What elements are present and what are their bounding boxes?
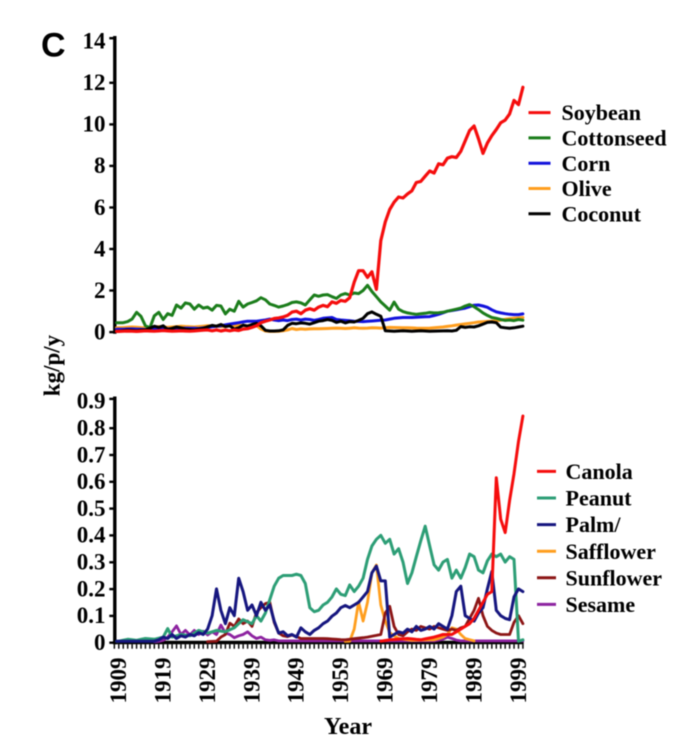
svg-text:Safflower: Safflower [566, 539, 657, 564]
svg-text:0.5: 0.5 [77, 496, 106, 521]
svg-text:0.6: 0.6 [77, 469, 106, 494]
svg-text:Corn: Corn [562, 151, 611, 176]
svg-text:6: 6 [94, 195, 106, 220]
svg-text:C: C [41, 27, 66, 65]
svg-text:Coconut: Coconut [562, 201, 642, 226]
svg-text:0.1: 0.1 [77, 603, 106, 628]
svg-text:1919: 1919 [151, 658, 176, 704]
svg-text:10: 10 [83, 112, 106, 137]
svg-text:1979: 1979 [417, 658, 442, 704]
svg-text:8: 8 [94, 153, 106, 178]
svg-text:Palm/: Palm/ [566, 512, 622, 537]
svg-text:Peanut: Peanut [566, 486, 633, 511]
svg-text:0: 0 [94, 630, 106, 655]
svg-text:1929: 1929 [195, 658, 220, 704]
svg-text:0.2: 0.2 [77, 576, 106, 601]
svg-text:0.3: 0.3 [77, 550, 106, 575]
svg-text:0.9: 0.9 [77, 389, 106, 414]
svg-text:Cottonseed: Cottonseed [562, 126, 667, 151]
svg-text:Canola: Canola [566, 459, 633, 484]
svg-text:1949: 1949 [284, 658, 309, 704]
svg-text:Soybean: Soybean [562, 100, 641, 125]
svg-text:1989: 1989 [461, 658, 486, 704]
svg-text:Sunflower: Sunflower [566, 565, 663, 590]
svg-text:kg/p/y: kg/p/y [40, 334, 65, 396]
svg-text:0.8: 0.8 [77, 416, 106, 441]
svg-text:1959: 1959 [328, 658, 353, 704]
svg-text:1909: 1909 [106, 658, 131, 704]
svg-text:0.7: 0.7 [77, 442, 106, 467]
svg-text:4: 4 [94, 236, 106, 261]
svg-text:Year: Year [324, 714, 372, 740]
svg-text:12: 12 [83, 70, 106, 95]
svg-text:1969: 1969 [373, 658, 398, 704]
svg-text:14: 14 [83, 29, 107, 54]
svg-text:0: 0 [94, 319, 106, 344]
svg-text:0.4: 0.4 [77, 523, 106, 548]
svg-text:1939: 1939 [239, 658, 264, 704]
svg-text:Sesame: Sesame [566, 592, 636, 617]
svg-text:1999: 1999 [506, 658, 531, 704]
svg-text:Olive: Olive [562, 176, 612, 201]
svg-text:2: 2 [94, 278, 106, 303]
